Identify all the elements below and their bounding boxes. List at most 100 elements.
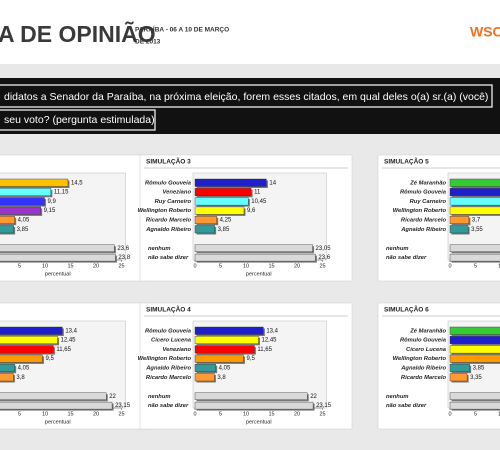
value-label: 3,85	[473, 366, 485, 372]
category-label: não sabe dizer	[386, 255, 427, 261]
x-tick-label: 10	[42, 411, 48, 417]
x-tick-label: 20	[294, 263, 300, 269]
bar	[449, 392, 500, 400]
value-label: 9,15	[44, 208, 56, 214]
category-label: nenhum	[148, 246, 171, 252]
question-text: didatos a Senador da Paraíba, na próxima…	[4, 91, 488, 103]
x-axis-label: percentual	[45, 271, 71, 277]
x-axis-label: percentual	[45, 419, 71, 425]
x-tick-label: 10	[243, 411, 249, 417]
chart-title: SIMULAÇÃO 4	[146, 305, 191, 314]
charts: 0 5 10 15 20 25 percentual 14,511,15 9,9 9,15 4,05…	[0, 154, 500, 430]
category-label: Ricardo Marcelo	[146, 375, 192, 381]
x-tick-label: 25	[118, 263, 124, 269]
bar	[194, 373, 215, 382]
category-label: Ricardo Marcelo	[401, 217, 447, 223]
category-label: Wellington Roberto	[393, 356, 447, 362]
x-axis-label: percentual	[246, 419, 272, 425]
bar	[194, 197, 249, 206]
value-label: 23,15	[115, 403, 131, 409]
x-tick-label: 5	[474, 411, 477, 417]
x-tick-label: 0	[193, 263, 196, 269]
value-label: 9,5	[45, 356, 54, 362]
category-label: Rômulo Gouveia	[400, 190, 447, 196]
category-label: não sabe dizer	[386, 403, 427, 409]
x-tick-label: 15	[268, 263, 274, 269]
x-tick-label: 0	[448, 263, 451, 269]
bar	[0, 354, 43, 363]
category-label: Agnaldo Ribeiro	[400, 365, 446, 371]
category-label: Wellington Roberto	[393, 208, 447, 214]
bar	[449, 206, 500, 215]
bar	[194, 215, 217, 224]
header-place: PARAÍBA - 06 A 10 DE MARÇO	[135, 25, 229, 34]
bar	[449, 215, 470, 224]
category-label: Rômulo Gouveia	[145, 328, 192, 334]
value-label: 23,8	[118, 255, 130, 261]
value-label: 13,4	[65, 328, 77, 334]
bar	[0, 253, 116, 262]
chart-title: SIMULAÇÃO 5	[384, 157, 429, 166]
x-tick-label: 10	[42, 263, 48, 269]
bar	[0, 373, 14, 382]
header-stripe	[0, 64, 500, 78]
category-label: nenhum	[386, 394, 409, 400]
bar	[0, 326, 63, 335]
bar	[0, 197, 45, 206]
category-label: Agnaldo Ribeiro	[145, 365, 191, 371]
category-label: nenhum	[386, 246, 409, 252]
bar	[449, 373, 468, 382]
bar	[449, 354, 500, 363]
value-label: 3,85	[218, 227, 230, 233]
bar	[449, 253, 500, 262]
x-tick-label: 5	[219, 411, 222, 417]
value-label: 12,45	[60, 338, 76, 344]
bar	[194, 354, 244, 363]
value-label: 11,65	[56, 347, 71, 353]
question-band	[0, 78, 500, 134]
value-label: 4,05	[18, 366, 30, 372]
question-box	[0, 109, 156, 131]
bar	[449, 225, 469, 234]
bar	[194, 326, 264, 335]
x-tick-label: 5	[18, 411, 21, 417]
bar	[0, 225, 14, 234]
logo: WSC	[470, 24, 500, 40]
category-label: Ricardo Marcelo	[401, 375, 447, 381]
bar	[449, 364, 470, 372]
value-label: 9,6	[247, 208, 256, 214]
bar	[0, 188, 52, 197]
value-label: 3,8	[16, 375, 25, 381]
bar	[0, 364, 15, 372]
bar	[194, 345, 255, 354]
x-tick-label: 0	[448, 411, 451, 417]
category-label: Agnaldo Ribeiro	[145, 227, 191, 233]
value-label: 10,45	[251, 199, 267, 205]
value-label: 14	[269, 180, 276, 186]
category-label: Ricardo Marcelo	[146, 217, 192, 223]
value-label: 13,4	[266, 328, 278, 334]
bar	[449, 336, 500, 344]
category-label: não sabe dizer	[148, 403, 189, 409]
x-tick-label: 15	[268, 411, 274, 417]
x-tick-label: 20	[294, 411, 300, 417]
value-label: 11,15	[54, 190, 69, 196]
bar	[0, 206, 41, 215]
x-tick-label: 5	[474, 263, 477, 269]
bar	[0, 244, 115, 253]
bar	[449, 197, 500, 206]
category-label: Veneziano	[163, 347, 192, 353]
bar	[449, 345, 500, 354]
bar	[194, 336, 259, 344]
value-label: 4,05	[219, 366, 231, 372]
value-label: 14,5	[71, 180, 83, 186]
x-tick-label: 20	[93, 263, 99, 269]
category-label: Rômulo Gouveia	[145, 180, 192, 186]
bar	[0, 178, 69, 187]
x-tick-label: 5	[18, 263, 21, 269]
bar	[194, 392, 308, 400]
bar	[194, 225, 215, 234]
x-tick-label: 20	[93, 411, 99, 417]
